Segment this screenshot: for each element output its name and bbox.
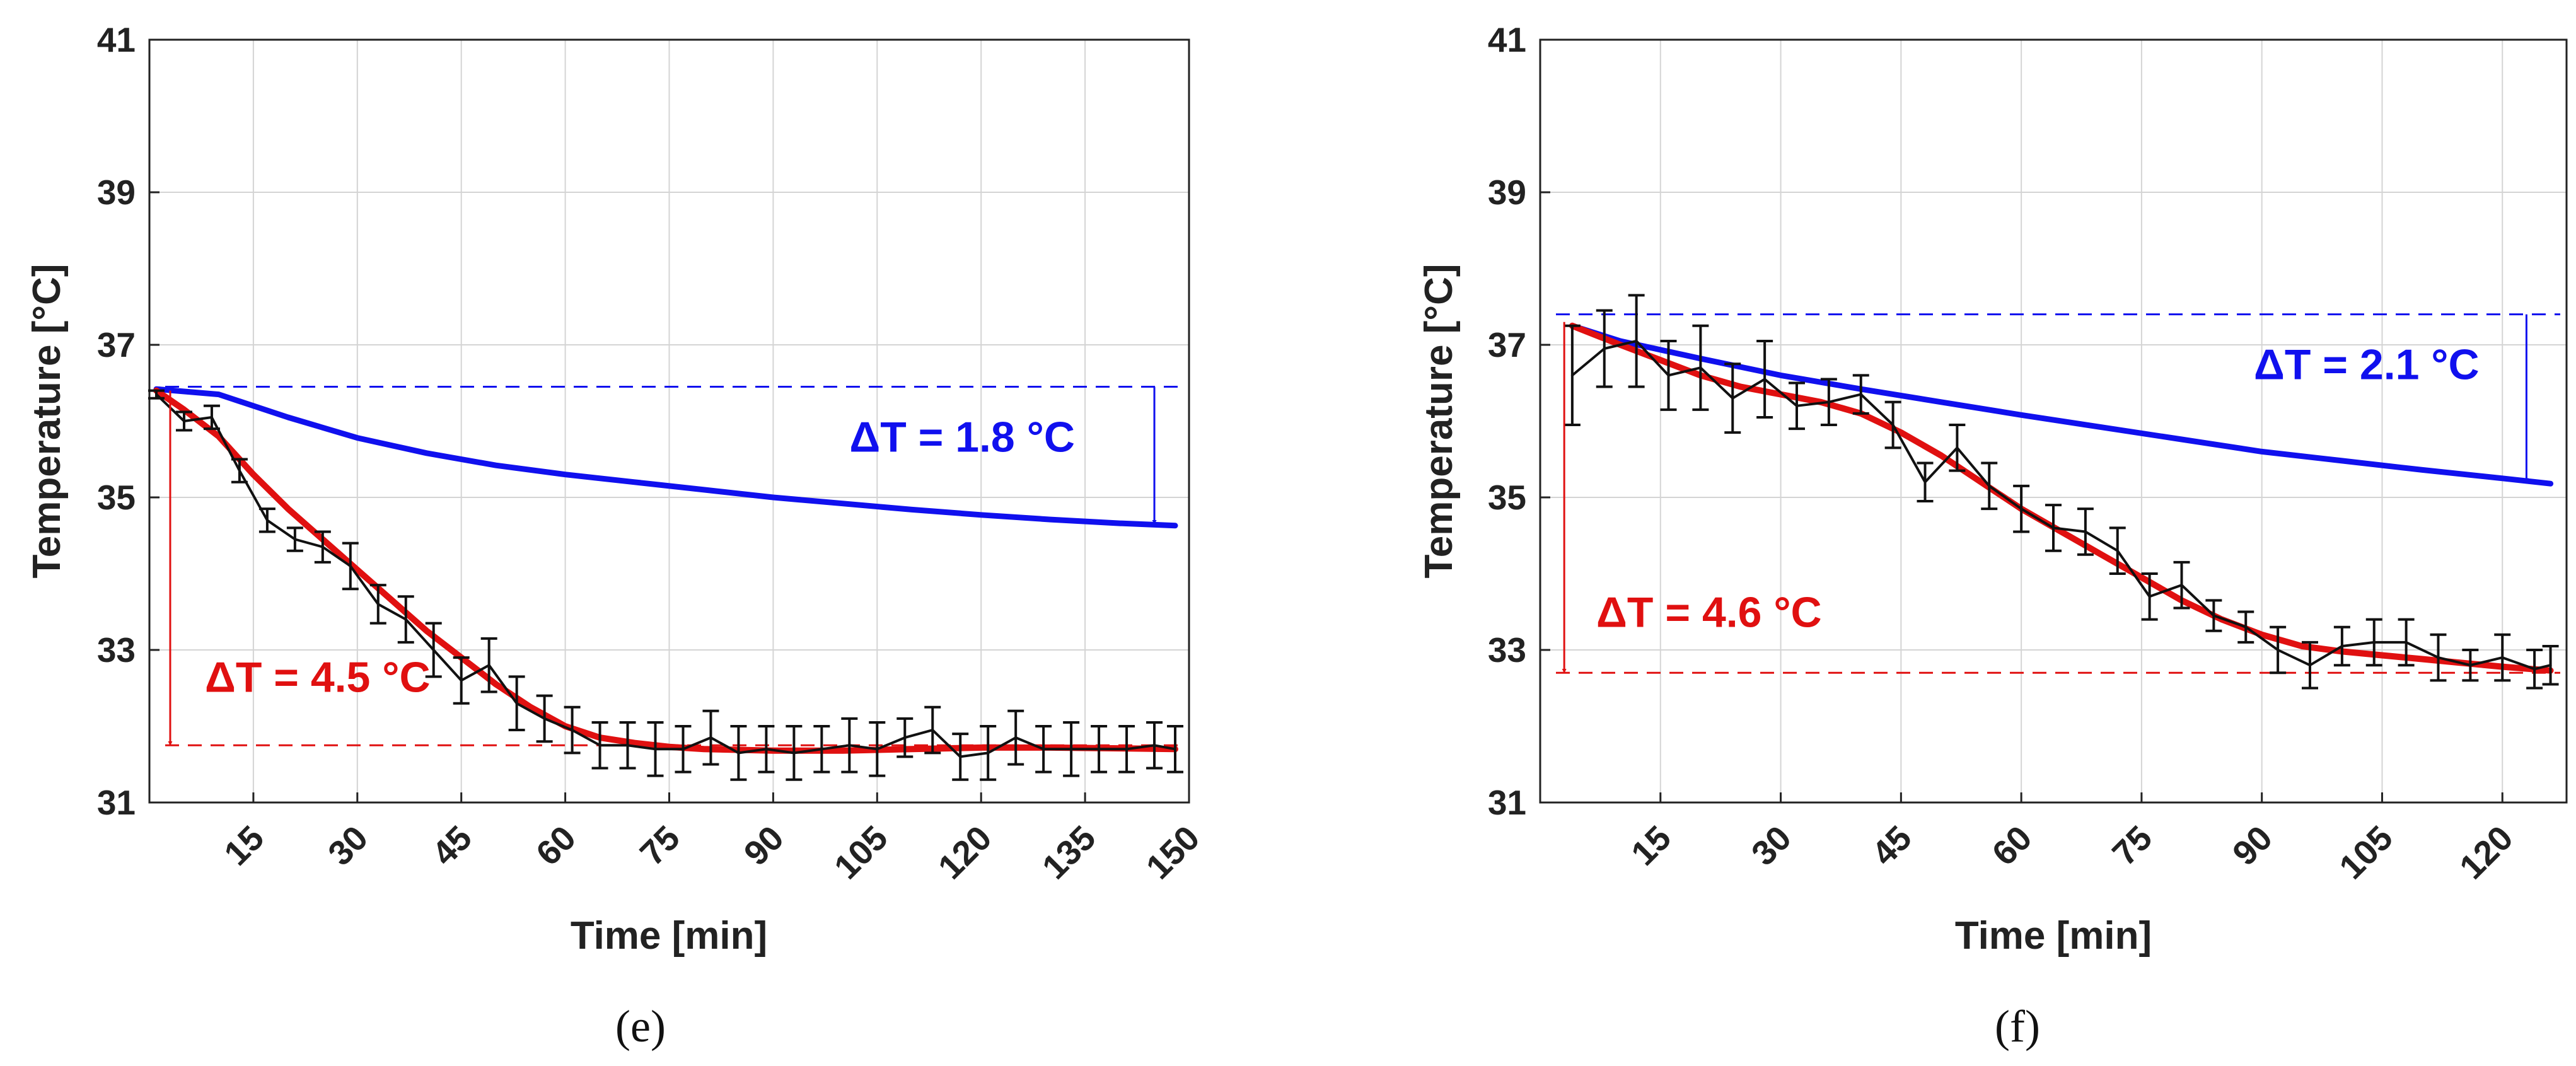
x-ticks-e: 15 30 45 60 75 90 105 120 135 150 bbox=[216, 792, 1207, 886]
x-tick-label-e-6: 105 bbox=[827, 818, 895, 887]
y-ticks-f: 31 33 35 37 39 41 bbox=[1488, 20, 1550, 822]
panel-f: 31 33 35 37 39 41 15 30 45 60 75 90 105 120 ΔT = 2.1… bbox=[1417, 20, 2568, 1052]
delta-label-red-f: ΔT = 4.6 °C bbox=[1596, 589, 1822, 637]
y-tick-label-f-4: 39 bbox=[1488, 173, 1526, 212]
series-f bbox=[1564, 294, 2559, 690]
plot-area-frame-f bbox=[1539, 38, 2568, 804]
annotations-f: ΔT = 2.1 °C ΔT = 4.6 °C bbox=[1562, 314, 2529, 674]
x-tick-label-e-3: 60 bbox=[528, 818, 583, 873]
y-tick-label-e-0: 31 bbox=[97, 783, 136, 822]
x-tick-label-e-7: 120 bbox=[931, 818, 999, 887]
x-tick-label-e-8: 135 bbox=[1035, 818, 1103, 887]
x-tick-label-f-5: 90 bbox=[2225, 818, 2280, 873]
y-tick-label-e-5: 41 bbox=[97, 20, 136, 59]
x-ticks-f: 15 30 45 60 75 90 105 120 bbox=[1623, 792, 2521, 886]
grid-f bbox=[1540, 40, 2567, 802]
y-tick-label-e-1: 33 bbox=[97, 630, 136, 669]
annotations-e: ΔT = 1.8 °C ΔT = 4.5 °C bbox=[168, 386, 1157, 746]
series-e bbox=[148, 386, 1184, 781]
x-tick-label-e-0: 15 bbox=[216, 818, 271, 873]
delta-label-blue-f: ΔT = 2.1 °C bbox=[2254, 340, 2480, 388]
x-tick-label-e-4: 75 bbox=[632, 818, 687, 873]
x-tick-label-e-5: 90 bbox=[736, 818, 791, 873]
y-tick-label-f-1: 33 bbox=[1488, 630, 1526, 669]
series-line-red-e bbox=[153, 387, 1178, 754]
caption-f: (f) bbox=[1995, 1001, 2040, 1052]
delta-label-red-e: ΔT = 4.5 °C bbox=[205, 654, 431, 702]
x-axis-label-f: Time [min] bbox=[1955, 914, 2152, 958]
x-tick-label-f-7: 120 bbox=[2452, 818, 2521, 887]
x-tick-label-f-0: 15 bbox=[1623, 818, 1678, 873]
x-tick-label-f-6: 105 bbox=[2331, 818, 2400, 887]
y-tick-label-f-5: 41 bbox=[1488, 20, 1526, 59]
delta-label-blue-e: ΔT = 1.8 °C bbox=[849, 413, 1075, 461]
x-tick-label-f-2: 45 bbox=[1864, 818, 1919, 873]
series-line-black-f bbox=[1570, 340, 2552, 671]
x-tick-label-f-4: 75 bbox=[2104, 818, 2159, 873]
series-line-blue-f bbox=[1569, 323, 2554, 487]
y-tick-label-e-4: 39 bbox=[97, 173, 136, 212]
x-axis-label-e: Time [min] bbox=[571, 914, 767, 958]
y-ticks-e: 31 33 35 37 39 41 bbox=[97, 20, 160, 822]
reference-lines-f bbox=[1556, 313, 2560, 674]
grid-e bbox=[149, 40, 1189, 802]
series-line-black-e bbox=[155, 393, 1176, 758]
x-tick-label-f-1: 30 bbox=[1744, 818, 1799, 873]
y-axis-label-e: Temperature [°C] bbox=[25, 264, 69, 578]
x-tick-label-e-1: 30 bbox=[320, 818, 375, 873]
y-tick-label-e-2: 35 bbox=[97, 478, 136, 517]
y-tick-label-f-0: 31 bbox=[1488, 783, 1526, 822]
panel-e: 31 33 35 37 39 41 15 30 45 60 75 90 105 120 135 150 ΔT… bbox=[25, 20, 1207, 1052]
series-line-blue-e bbox=[153, 386, 1178, 529]
caption-e: (e) bbox=[615, 1001, 666, 1052]
y-tick-label-f-3: 37 bbox=[1488, 325, 1526, 364]
x-tick-label-e-9: 150 bbox=[1139, 818, 1207, 887]
series-line-red-f bbox=[1569, 322, 2554, 674]
x-tick-label-f-3: 60 bbox=[1985, 818, 2039, 873]
x-tick-label-e-2: 45 bbox=[424, 818, 479, 873]
y-tick-label-f-2: 35 bbox=[1488, 478, 1526, 517]
y-tick-label-e-3: 37 bbox=[97, 325, 136, 364]
y-axis-label-f: Temperature [°C] bbox=[1417, 264, 1461, 578]
